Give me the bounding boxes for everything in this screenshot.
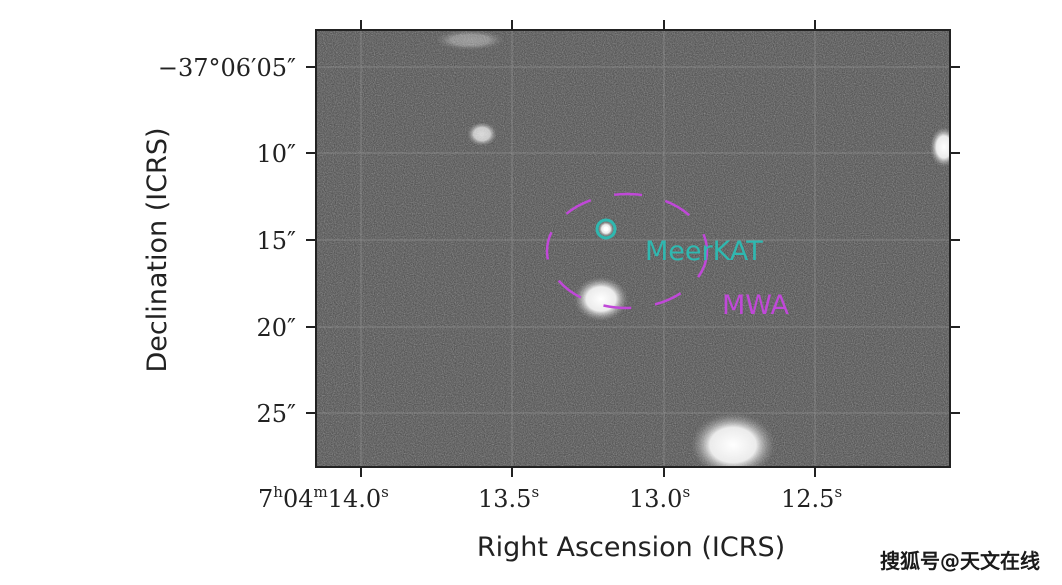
star-source — [574, 277, 628, 321]
star-source — [435, 30, 505, 50]
x-tick-label: 13.0s — [629, 483, 690, 513]
y-tick-label: −37°06′05″ — [158, 54, 296, 82]
mwa-error-ellipse — [545, 192, 709, 310]
y-tick-label: 25″ — [256, 400, 296, 428]
tick-marks — [306, 20, 960, 477]
sky-image — [316, 30, 950, 467]
star-source — [467, 122, 497, 146]
y-tick-label: 10″ — [256, 140, 296, 168]
star-source — [930, 127, 950, 167]
x-axis-title: Right Ascension (ICRS) — [477, 532, 785, 563]
meerkat-position-circle — [595, 218, 617, 240]
star-source — [691, 413, 775, 467]
plot-frame — [315, 29, 951, 468]
meerkat-label: MeerKAT — [645, 236, 763, 267]
y-tick-label: 20″ — [256, 314, 296, 342]
mwa-label: MWA — [722, 290, 790, 321]
y-tick-label: 15″ — [256, 227, 296, 255]
x-tick-label: 7h04m14.0s — [258, 483, 389, 513]
y-axis-title: Declination (ICRS) — [142, 128, 173, 373]
meerkat-position-dot — [603, 226, 609, 232]
coordinate-grid — [316, 30, 950, 467]
x-tick-label: 12.5s — [781, 483, 842, 513]
x-tick-label: 13.5s — [478, 483, 539, 513]
watermark-text: 搜狐号@天文在线 — [880, 549, 1040, 573]
